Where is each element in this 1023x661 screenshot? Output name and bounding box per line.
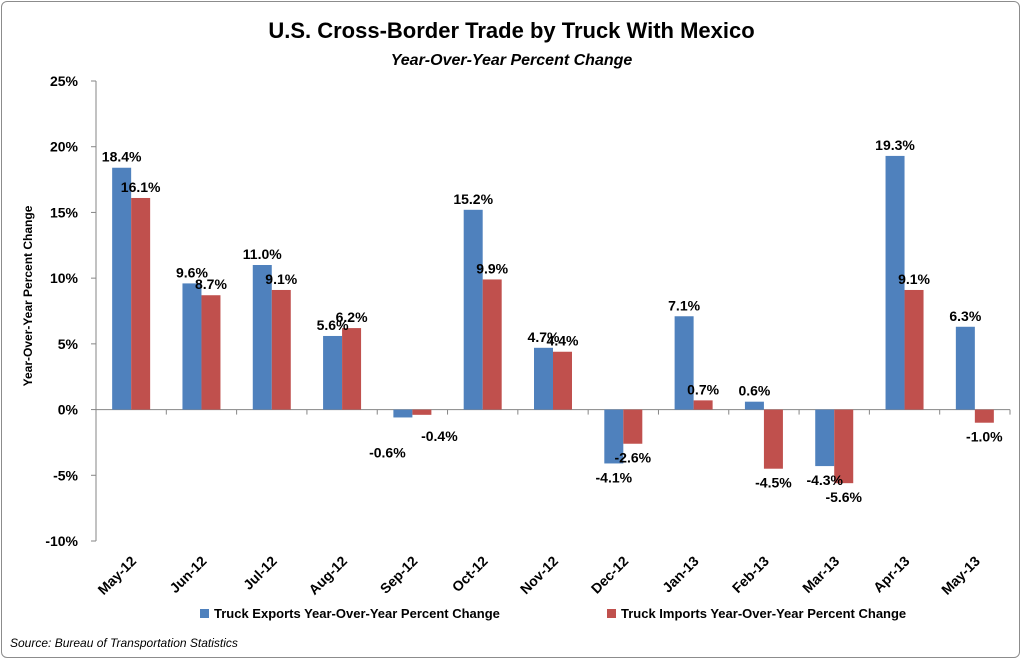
data-label-exports: 11.0% xyxy=(243,246,282,262)
x-tick-label: Apr-13 xyxy=(870,553,913,596)
data-label-imports: -4.5% xyxy=(755,475,792,491)
data-label-imports: 9.1% xyxy=(898,271,930,287)
x-tick-label: Nov-12 xyxy=(517,553,561,597)
data-label-exports: 9.6% xyxy=(176,264,208,280)
x-tick-label: Dec-12 xyxy=(588,553,632,597)
data-label-exports: 4.7% xyxy=(528,329,560,345)
x-tick-label: Sep-12 xyxy=(377,553,421,597)
data-label-imports: -2.6% xyxy=(615,450,652,466)
x-tick-label: Aug-12 xyxy=(305,553,350,598)
data-label-exports: 18.4% xyxy=(102,149,142,165)
data-label-exports: 0.6% xyxy=(738,383,770,399)
bar-exports xyxy=(955,326,975,410)
data-labels: 18.4% 16.1% 9.6%8.7% 11.0% 9.1% 5.6%6.2% -0.6%… xyxy=(102,137,1003,505)
bar-imports xyxy=(482,279,502,410)
data-label-exports: 15.2% xyxy=(453,191,493,207)
bar-imports xyxy=(342,328,362,410)
bar-imports xyxy=(201,295,221,410)
data-label-exports: -4.1% xyxy=(596,469,633,485)
bar-exports xyxy=(112,167,132,410)
data-label-imports: -1.0% xyxy=(966,429,1003,445)
bar-imports xyxy=(131,197,151,410)
bar-exports xyxy=(252,265,272,410)
legend-label-exports: Truck Exports Year-Over-Year Percent Cha… xyxy=(214,606,500,621)
y-tick-label: -10% xyxy=(45,533,78,549)
data-label-exports: 7.1% xyxy=(668,297,700,313)
y-tick-label: 15% xyxy=(50,204,79,220)
legend-swatch-exports xyxy=(200,609,209,618)
data-label-imports: 6.2% xyxy=(336,309,368,325)
data-label-exports: -0.6% xyxy=(369,444,406,460)
bar-imports xyxy=(553,351,572,410)
bar-imports xyxy=(412,409,432,415)
data-label-imports: 16.1% xyxy=(121,179,161,195)
bar-imports xyxy=(763,409,783,469)
x-tick-label: May-12 xyxy=(94,553,139,598)
chart-subtitle: Year-Over-Year Percent Change xyxy=(390,52,633,69)
y-tick-label: 25% xyxy=(50,73,79,89)
bar-imports xyxy=(974,409,994,423)
bar-exports xyxy=(534,347,553,410)
bar-exports xyxy=(604,409,624,464)
x-tick-label: Mar-13 xyxy=(799,553,842,596)
bar-exports xyxy=(674,316,694,410)
data-label-imports: 9.9% xyxy=(476,260,508,276)
data-label-imports: 4.4% xyxy=(547,333,579,349)
y-tick-label: 10% xyxy=(50,270,79,286)
axes: -10% -5% 0% 5% 10% 15% 20% 25% Year-Over-Year Pe… xyxy=(21,73,1011,598)
legend: Truck Exports Year-Over-Year Percent Cha… xyxy=(200,606,906,621)
bar-exports xyxy=(744,401,764,410)
x-tick-label: May-13 xyxy=(938,553,983,598)
bars xyxy=(112,155,994,484)
bar-exports xyxy=(393,409,413,418)
bar-exports xyxy=(815,409,835,467)
source-note: Source: Bureau of Transportation Statist… xyxy=(10,636,238,650)
x-tick-label: Jun-12 xyxy=(166,553,209,596)
data-label-imports: 8.7% xyxy=(195,276,227,292)
y-axis-title: Year-Over-Year Percent Change xyxy=(21,205,35,386)
bar-imports xyxy=(271,289,291,410)
bar-imports xyxy=(623,409,643,444)
y-tick-label: 5% xyxy=(58,336,79,352)
bar-exports xyxy=(182,283,202,410)
data-label-exports: 5.6% xyxy=(317,317,349,333)
x-tick-label: Jul-12 xyxy=(240,553,280,593)
data-label-imports: -5.6% xyxy=(825,489,862,505)
data-label-exports: -4.3% xyxy=(806,472,843,488)
legend-label-imports: Truck Imports Year-Over-Year Percent Cha… xyxy=(621,606,906,621)
y-tick-label: 20% xyxy=(50,139,79,155)
bar-exports xyxy=(885,155,905,410)
chart-title: U.S. Cross-Border Trade by Truck With Me… xyxy=(268,18,755,43)
bar-exports xyxy=(323,335,343,410)
data-label-exports: 19.3% xyxy=(875,137,915,153)
data-label-exports: 6.3% xyxy=(949,308,981,324)
data-label-imports: 9.1% xyxy=(265,271,297,287)
x-tick-label: Feb-13 xyxy=(729,553,772,596)
y-tick-label: -5% xyxy=(53,467,78,483)
x-tick-label: Oct-12 xyxy=(449,553,491,595)
y-tick-label: 0% xyxy=(58,402,79,418)
x-tick-label: Jan-13 xyxy=(659,553,702,596)
legend-swatch-imports xyxy=(607,609,616,618)
data-label-imports: -0.4% xyxy=(421,428,458,444)
bar-exports xyxy=(463,209,483,410)
bar-imports xyxy=(834,409,854,484)
data-label-imports: 0.7% xyxy=(687,381,719,397)
bar-imports xyxy=(904,289,924,410)
bar-imports xyxy=(693,400,713,410)
